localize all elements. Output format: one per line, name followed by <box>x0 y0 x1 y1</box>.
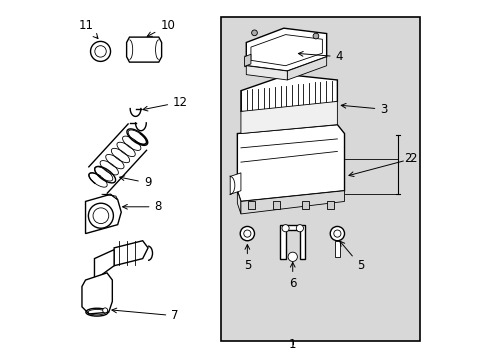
Polygon shape <box>287 57 326 80</box>
Text: 10: 10 <box>147 19 175 36</box>
Text: 12: 12 <box>142 96 188 111</box>
Polygon shape <box>94 249 114 280</box>
Bar <box>247 201 255 208</box>
Circle shape <box>244 230 250 237</box>
Bar <box>272 201 280 208</box>
Circle shape <box>282 225 288 232</box>
Polygon shape <box>246 66 287 80</box>
Circle shape <box>102 308 107 313</box>
Polygon shape <box>237 125 344 202</box>
Text: 7: 7 <box>112 308 179 322</box>
Text: 4: 4 <box>298 50 343 63</box>
Polygon shape <box>241 102 337 134</box>
Text: 6: 6 <box>288 262 296 290</box>
Polygon shape <box>102 194 118 200</box>
Circle shape <box>296 225 303 232</box>
Text: 2: 2 <box>348 152 415 176</box>
Polygon shape <box>241 191 344 214</box>
Text: 8: 8 <box>122 200 162 213</box>
Bar <box>301 201 308 208</box>
Bar <box>326 201 333 208</box>
Text: 5: 5 <box>339 241 364 272</box>
Polygon shape <box>85 194 121 234</box>
Text: 1: 1 <box>288 338 296 351</box>
Polygon shape <box>82 273 112 314</box>
Text: 11: 11 <box>79 19 98 39</box>
Circle shape <box>312 33 318 39</box>
Circle shape <box>95 46 106 57</box>
Circle shape <box>88 203 113 228</box>
Circle shape <box>251 30 257 36</box>
Text: 2: 2 <box>404 152 411 165</box>
Circle shape <box>93 208 108 224</box>
Bar <box>221 18 419 341</box>
Text: 3: 3 <box>341 103 387 116</box>
Polygon shape <box>244 54 250 66</box>
Polygon shape <box>246 28 326 71</box>
Circle shape <box>240 226 254 241</box>
Circle shape <box>333 230 340 237</box>
Polygon shape <box>241 75 337 116</box>
Circle shape <box>90 41 110 62</box>
Text: 5: 5 <box>243 244 250 272</box>
Polygon shape <box>126 37 162 62</box>
Circle shape <box>329 226 344 241</box>
Polygon shape <box>237 191 241 214</box>
Text: 9: 9 <box>120 176 151 189</box>
Polygon shape <box>114 241 148 266</box>
Bar <box>334 241 340 257</box>
Circle shape <box>287 252 297 261</box>
Polygon shape <box>230 173 241 194</box>
Polygon shape <box>280 225 305 258</box>
